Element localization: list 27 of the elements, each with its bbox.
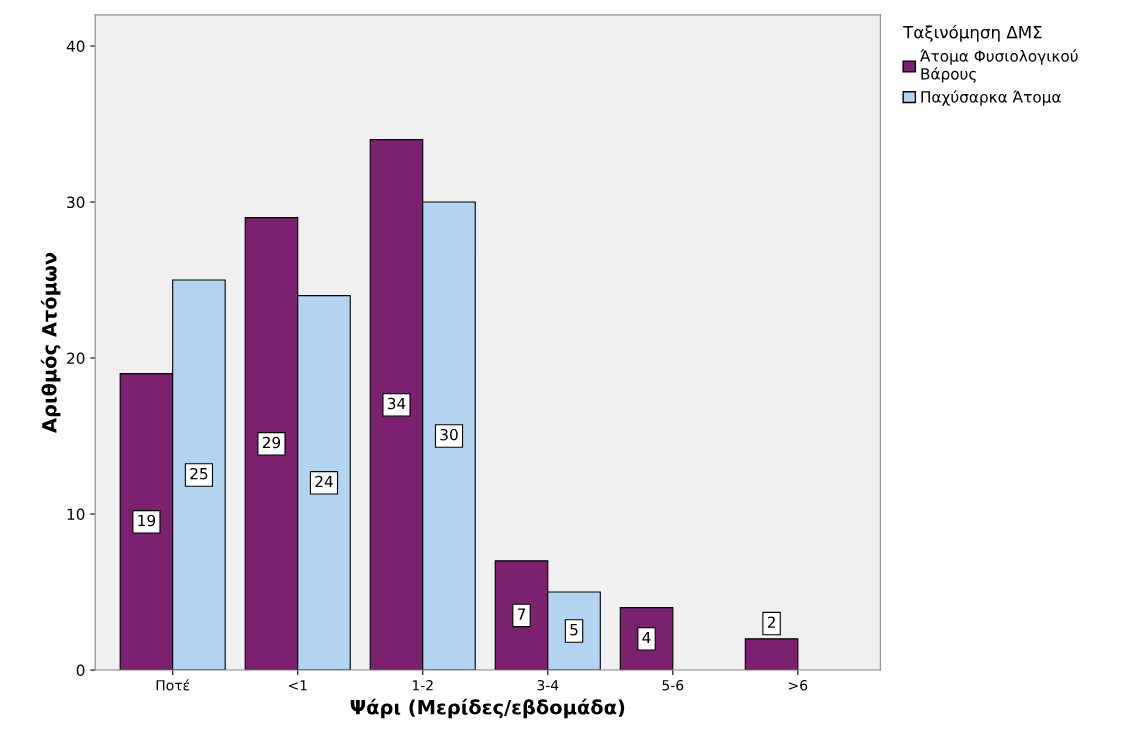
data-label: 25 (190, 467, 208, 480)
y-tick-label: 40 (66, 40, 85, 53)
data-label: 19 (138, 514, 156, 527)
data-label: 29 (262, 436, 281, 449)
x-tick-label: 5-6 (662, 679, 684, 691)
data-label: 24 (315, 475, 333, 488)
x-axis-title: Ψάρι (Μερίδες/εβδομάδα) (350, 698, 625, 719)
x-tick-label: >6 (789, 679, 808, 691)
bar (744, 638, 799, 671)
data-label: 34 (387, 397, 406, 410)
legend-title: Ταξινόμηση ΔΜΣ (903, 24, 1042, 42)
y-tick-label: 10 (67, 508, 85, 521)
y-tick-label: 0 (76, 664, 85, 677)
data-label: 4 (642, 631, 651, 644)
x-tick-label: 3-4 (537, 679, 559, 691)
y-tick-label: 30 (67, 196, 85, 209)
x-tick-label: Ποτέ (156, 679, 190, 691)
legend-label: Άτομα Φυσιολογικού Βάρους (920, 49, 1078, 83)
y-axis-title: Αριθμός Ατόμων (40, 252, 61, 433)
legend-label: Παχύσαρκα Άτομα (921, 90, 1061, 106)
data-label: 30 (440, 428, 458, 441)
x-tick-label: <1 (288, 680, 307, 691)
x-tick-label: 1-2 (412, 679, 433, 691)
y-tick-label: 20 (67, 352, 85, 365)
data-label: 7 (517, 608, 526, 620)
data-label: 2 (767, 616, 775, 628)
data-label: 5 (570, 624, 578, 636)
